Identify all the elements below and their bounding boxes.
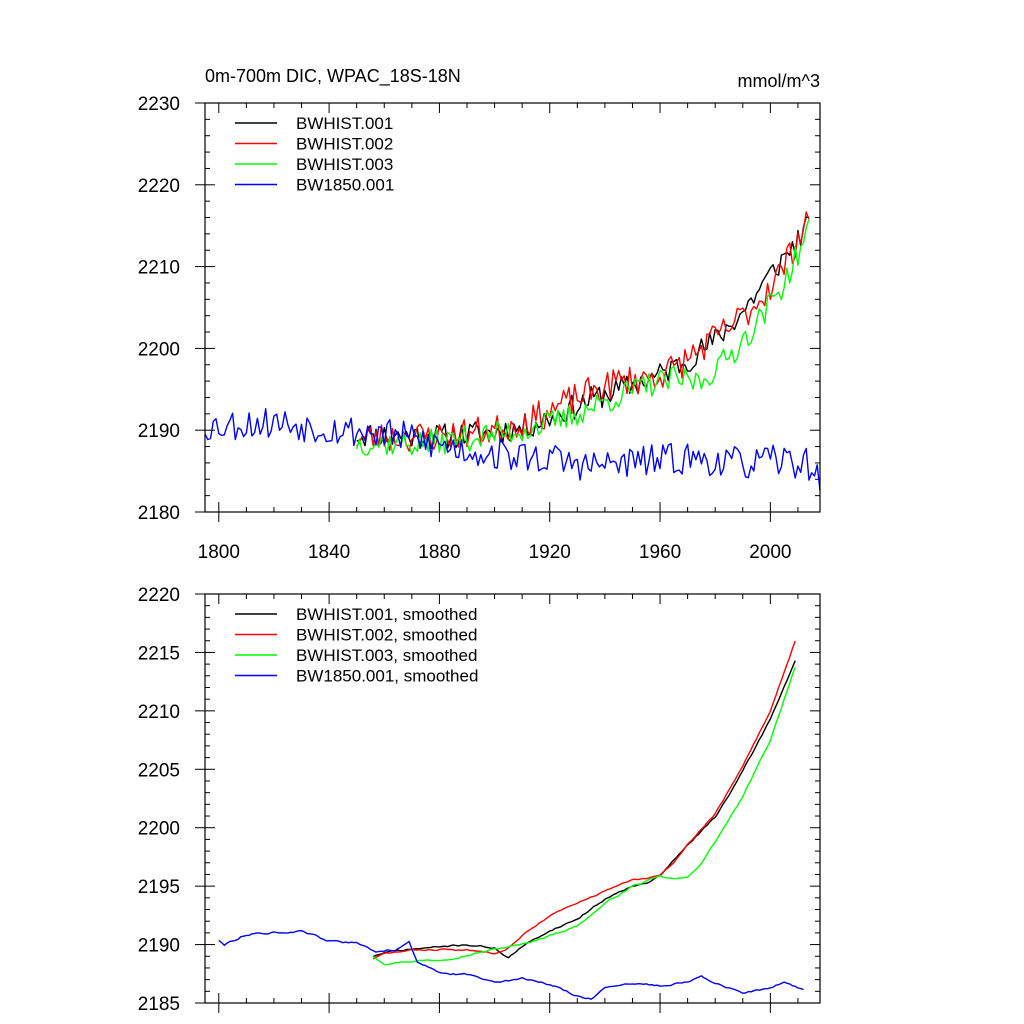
legend-label: BWHIST.001, smoothed <box>296 605 477 624</box>
y-tick-label: 2185 <box>138 994 180 1015</box>
series-line <box>356 211 810 452</box>
y-tick-label: 2200 <box>138 339 180 360</box>
x-tick-label: 1920 <box>529 542 571 563</box>
y-tick-label: 2230 <box>138 94 180 115</box>
y-tick-label: 2190 <box>138 936 180 957</box>
x-axis-ticks <box>218 594 799 1013</box>
y-tick-label: 2190 <box>138 421 180 442</box>
legend: BWHIST.001, smoothed BWHIST.002, smoothed… <box>235 605 478 686</box>
y-tick-label: 2200 <box>138 819 180 840</box>
plot-lines <box>204 211 821 491</box>
series-line <box>204 408 821 491</box>
series-line <box>356 216 810 449</box>
y-tick-label: 2210 <box>138 702 180 723</box>
y-axis-ticks: 2185 2190 2195 2200 2205 2210 2215 2220 <box>138 585 820 1015</box>
legend-label: BW1850.001, smoothed <box>296 667 478 686</box>
bottom-panel: 2185 2190 2195 2200 2205 2210 2215 2220 BWHIST.… <box>138 585 821 1015</box>
chart-title: 0m-700m DIC, WPAC_18S-18N <box>205 66 461 87</box>
legend-label: BW1850.001 <box>296 176 394 195</box>
series-line <box>372 666 796 966</box>
series-line <box>372 640 796 960</box>
x-tick-label: 1880 <box>418 542 460 563</box>
x-tick-label: 1960 <box>639 542 681 563</box>
legend-label: BWHIST.003 <box>296 155 393 174</box>
y-tick-label: 2210 <box>138 258 180 279</box>
top-panel: 0m-700m DIC, WPAC_18S-18N mmol/m^3 21802… <box>138 66 821 563</box>
y-tick-label: 2220 <box>138 585 180 606</box>
legend-label: BWHIST.001 <box>296 114 393 133</box>
x-tick-label: 2000 <box>749 542 791 563</box>
plot-frame <box>204 102 821 513</box>
series-line <box>372 660 796 959</box>
x-axis-ticks: 1800 1840 1880 1920 1960 2000 <box>198 103 799 563</box>
plot-lines <box>218 640 804 1000</box>
units-label: mmol/m^3 <box>738 71 820 91</box>
series-line <box>356 218 810 456</box>
y-axis-ticks: 2180 2190 2200 2210 2220 2230 <box>138 94 820 524</box>
x-tick-label: 1800 <box>198 542 240 563</box>
y-tick-label: 2180 <box>138 503 180 524</box>
plot-frame <box>204 593 821 1004</box>
y-tick-label: 2205 <box>138 760 180 781</box>
legend-label: BWHIST.002 <box>296 135 393 154</box>
legend-label: BWHIST.002, smoothed <box>296 626 477 645</box>
x-tick-label: 1840 <box>308 542 350 563</box>
y-tick-label: 2220 <box>138 176 180 197</box>
legend-label: BWHIST.003, smoothed <box>296 646 477 665</box>
y-tick-label: 2195 <box>138 877 180 898</box>
series-line <box>218 930 804 1000</box>
y-tick-label: 2215 <box>138 643 180 664</box>
